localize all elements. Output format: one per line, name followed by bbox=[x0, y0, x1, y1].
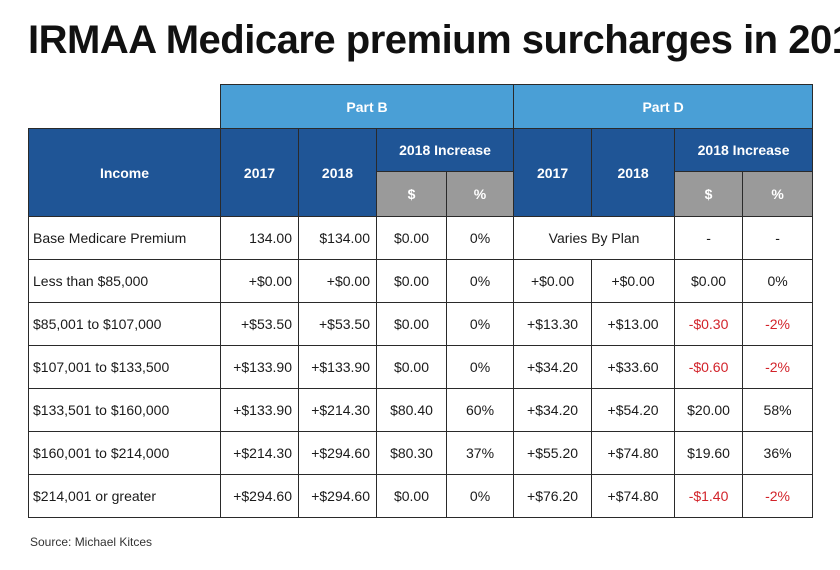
part-b-increase-dollar-cell: $0.00 bbox=[376, 474, 447, 518]
part-b-2018-cell: +$294.60 bbox=[298, 431, 377, 475]
part-d-2017-cell: +$34.20 bbox=[513, 388, 593, 432]
irmaa-table: Part B Part D Income 2017 2018 2018 Incr… bbox=[28, 84, 814, 518]
part-d-increase-dollar-cell: $19.60 bbox=[674, 431, 744, 475]
part-d-2018-cell: +$33.60 bbox=[591, 345, 676, 389]
part-d-2018-cell: +$74.80 bbox=[591, 431, 676, 475]
part-b-increase-percent-cell: 60% bbox=[445, 388, 515, 432]
part-b-increase-percent-cell: 0% bbox=[445, 302, 515, 346]
part-d-increase-dollar-cell: -$1.40 bbox=[674, 474, 744, 518]
part-b-2018-cell: +$294.60 bbox=[298, 474, 377, 518]
part-b-increase-percent-cell: 0% bbox=[445, 259, 515, 303]
part-d-increase-dollar-cell: $20.00 bbox=[674, 388, 744, 432]
income-cell: Base Medicare Premium bbox=[28, 216, 221, 260]
part-b-2018-cell: +$53.50 bbox=[298, 302, 377, 346]
part-d-2017-cell: +$55.20 bbox=[513, 431, 593, 475]
part-b-2017-cell: +$0.00 bbox=[220, 259, 299, 303]
part-b-2017-cell: +$53.50 bbox=[220, 302, 299, 346]
part-b-2018-cell: +$0.00 bbox=[298, 259, 377, 303]
part-d-dollar-header: $ bbox=[674, 171, 744, 217]
part-d-2018-cell: +$0.00 bbox=[591, 259, 676, 303]
part-d-2018-header: 2018 bbox=[591, 128, 676, 217]
part-b-2017-header: 2017 bbox=[220, 128, 299, 217]
table-row: $133,501 to $160,000 +$133.90 +$214.30 $… bbox=[28, 388, 814, 432]
part-b-2018-cell: +$133.90 bbox=[298, 345, 377, 389]
part-d-2017-header: 2017 bbox=[513, 128, 593, 217]
part-b-2018-cell: +$214.30 bbox=[298, 388, 377, 432]
part-d-increase-header: 2018 Increase bbox=[674, 128, 814, 172]
income-header: Income bbox=[28, 128, 221, 217]
part-d-2018-cell: +$74.80 bbox=[591, 474, 676, 518]
part-b-header: Part B bbox=[219, 84, 515, 129]
part-d-increase-dollar-cell: $0.00 bbox=[674, 259, 744, 303]
income-cell: $160,001 to $214,000 bbox=[28, 431, 221, 475]
income-cell: $133,501 to $160,000 bbox=[28, 388, 221, 432]
part-d-varies-cell: Varies By Plan bbox=[513, 216, 676, 260]
page-title: IRMAA Medicare premium surcharges in 201… bbox=[28, 18, 840, 62]
part-b-percent-header: % bbox=[445, 171, 515, 217]
part-b-2017-cell: +$133.90 bbox=[220, 388, 299, 432]
part-d-2017-cell: +$76.20 bbox=[513, 474, 593, 518]
part-d-2017-cell: +$34.20 bbox=[513, 345, 593, 389]
part-d-increase-percent-cell: -2% bbox=[742, 474, 814, 518]
table-row: $85,001 to $107,000 +$53.50 +$53.50 $0.0… bbox=[28, 302, 814, 346]
part-d-increase-percent-cell: -2% bbox=[742, 302, 814, 346]
part-b-increase-percent-cell: 0% bbox=[445, 474, 515, 518]
corner-blank bbox=[28, 84, 221, 129]
income-cell: $214,001 or greater bbox=[28, 474, 221, 518]
table-row: $160,001 to $214,000 +$214.30 +$294.60 $… bbox=[28, 431, 814, 475]
part-b-2018-header: 2018 bbox=[298, 128, 377, 217]
part-b-2018-cell: $134.00 bbox=[298, 216, 377, 260]
part-b-2017-cell: +$133.90 bbox=[220, 345, 299, 389]
table-row: Base Medicare Premium 134.00 $134.00 $0.… bbox=[28, 216, 814, 260]
income-cell: $85,001 to $107,000 bbox=[28, 302, 221, 346]
part-b-increase-dollar-cell: $0.00 bbox=[376, 216, 447, 260]
table-row: $214,001 or greater +$294.60 +$294.60 $0… bbox=[28, 474, 814, 518]
part-b-increase-percent-cell: 0% bbox=[445, 345, 515, 389]
income-cell: $107,001 to $133,500 bbox=[28, 345, 221, 389]
part-d-percent-header: % bbox=[742, 171, 814, 217]
part-b-2017-cell: +$294.60 bbox=[220, 474, 299, 518]
part-d-increase-percent-cell: 36% bbox=[742, 431, 814, 475]
source-note: Source: Michael Kitces bbox=[30, 535, 153, 549]
part-b-increase-percent-cell: 37% bbox=[445, 431, 515, 475]
part-d-increase-dollar-cell: - bbox=[674, 216, 744, 260]
part-d-2018-cell: +$13.00 bbox=[591, 302, 676, 346]
part-d-2017-cell: +$13.30 bbox=[513, 302, 593, 346]
part-d-increase-percent-cell: 58% bbox=[742, 388, 814, 432]
part-d-header: Part D bbox=[513, 84, 814, 129]
part-b-increase-dollar-cell: $0.00 bbox=[376, 345, 447, 389]
part-b-2017-cell: +$214.30 bbox=[220, 431, 299, 475]
part-d-increase-percent-cell: - bbox=[742, 216, 814, 260]
part-b-dollar-header: $ bbox=[376, 171, 447, 217]
part-d-increase-percent-cell: 0% bbox=[742, 259, 814, 303]
part-d-increase-percent-cell: -2% bbox=[742, 345, 814, 389]
part-b-increase-percent-cell: 0% bbox=[445, 216, 515, 260]
part-d-increase-dollar-cell: -$0.60 bbox=[674, 345, 744, 389]
part-b-2017-cell: 134.00 bbox=[220, 216, 299, 260]
part-b-increase-dollar-cell: $80.30 bbox=[376, 431, 447, 475]
table-row: $107,001 to $133,500 +$133.90 +$133.90 $… bbox=[28, 345, 814, 389]
income-cell: Less than $85,000 bbox=[28, 259, 221, 303]
part-b-increase-header: 2018 Increase bbox=[375, 128, 515, 172]
part-d-increase-dollar-cell: -$0.30 bbox=[674, 302, 744, 346]
part-d-2017-cell: +$0.00 bbox=[513, 259, 593, 303]
table-row: Less than $85,000 +$0.00 +$0.00 $0.00 0%… bbox=[28, 259, 814, 303]
part-b-increase-dollar-cell: $0.00 bbox=[376, 259, 447, 303]
part-b-increase-dollar-cell: $0.00 bbox=[376, 302, 447, 346]
part-d-2018-cell: +$54.20 bbox=[591, 388, 676, 432]
part-b-increase-dollar-cell: $80.40 bbox=[376, 388, 447, 432]
